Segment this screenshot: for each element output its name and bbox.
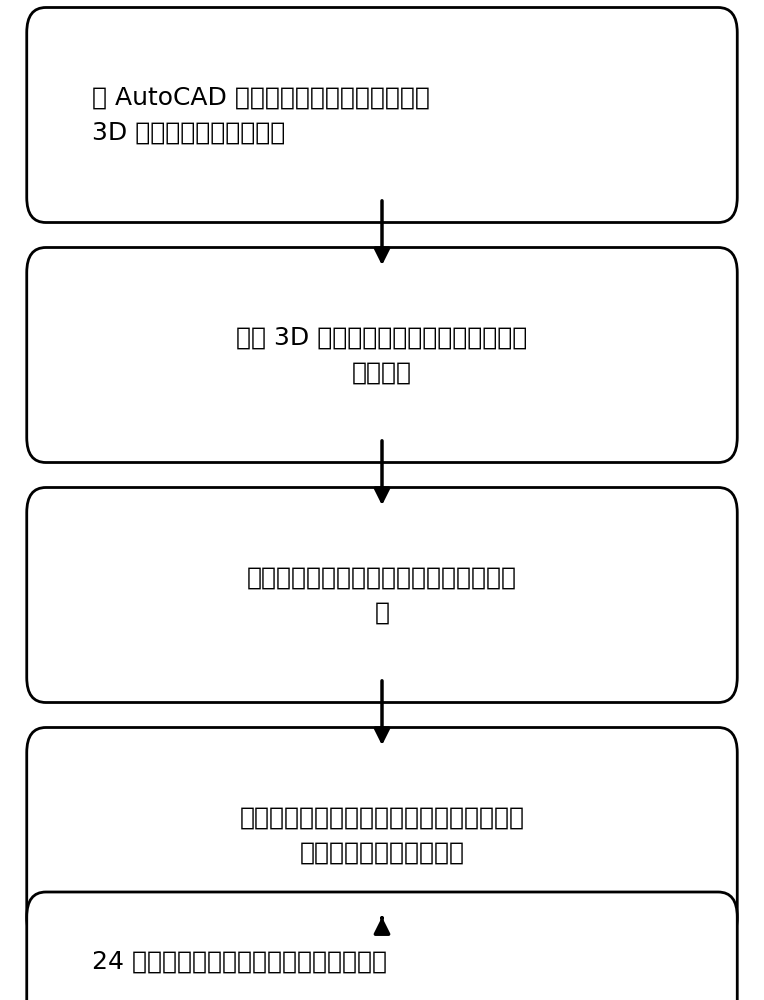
FancyBboxPatch shape (27, 728, 737, 942)
Text: 准备 3D 打印隐节理插片所需要的锡粉并
进行打印: 准备 3D 打印隐节理插片所需要的锡粉并 进行打印 (236, 325, 528, 385)
Text: 24 小时后脱模并使用钢锉对试样进行打磨: 24 小时后脱模并使用钢锉对试样进行打磨 (92, 950, 387, 974)
FancyBboxPatch shape (27, 892, 737, 1000)
Text: 将部分水泥砂浆注入模具，埋入隐节理插片
后，将水泥砂浆注满模具: 将部分水泥砂浆注入模具，埋入隐节理插片 后，将水泥砂浆注满模具 (239, 805, 525, 865)
FancyBboxPatch shape (27, 8, 737, 223)
Text: 准备相似材料岩体试样制样模具与水泥砂
浆: 准备相似材料岩体试样制样模具与水泥砂 浆 (247, 565, 517, 625)
FancyBboxPatch shape (27, 488, 737, 702)
Text: 将 AutoCAD 数字化的节理粗糙度系数输入
3D 打印机所支持的软件中: 将 AutoCAD 数字化的节理粗糙度系数输入 3D 打印机所支持的软件中 (92, 85, 429, 145)
FancyBboxPatch shape (27, 247, 737, 462)
